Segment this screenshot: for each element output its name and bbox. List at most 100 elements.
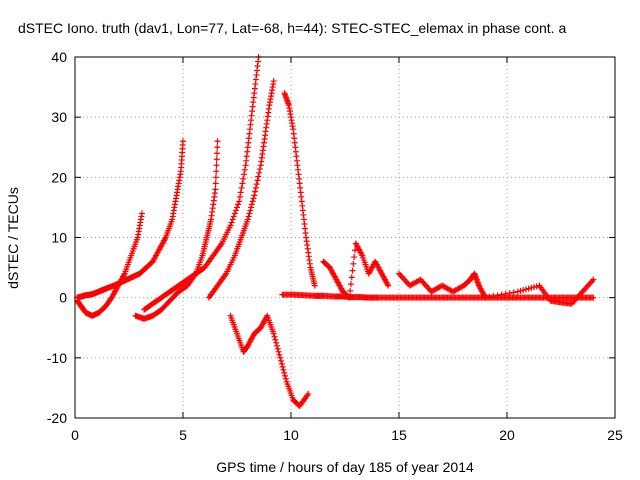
data-point [276,351,283,358]
data-point [256,169,263,176]
data-point [498,291,505,298]
series-8 [279,291,597,301]
data-point [510,289,517,296]
data-point [275,348,282,355]
data-point [282,375,289,382]
data-point [212,186,219,193]
data-point [238,184,245,191]
data-point [256,166,263,173]
data-point [250,195,257,202]
x-tick-label: 5 [179,427,187,443]
series-7 [281,90,318,289]
data-point [281,369,288,376]
data-point [214,138,221,145]
data-point [230,213,237,220]
data-point [236,198,243,205]
data-point [241,166,248,173]
series-5 [205,78,277,301]
data-point [282,372,289,379]
data-point [228,219,235,226]
data-point [212,174,219,181]
gridlines [75,57,615,418]
x-tick-label: 15 [391,427,407,443]
x-tick-label: 20 [499,427,515,443]
data-point [180,138,186,145]
data-point [247,207,254,214]
data-point [590,276,597,283]
data-point [241,171,248,178]
data-point [278,360,285,367]
data-point [351,254,358,261]
data-point [506,290,513,297]
x-tick-label: 10 [283,427,299,443]
data-point [311,282,318,289]
y-tick-label: 30 [51,109,67,125]
y-tick-label: 10 [51,230,67,246]
data-point [528,284,535,291]
data-point [347,281,354,288]
data-point [252,184,259,191]
data-point [305,390,312,397]
y-tick-label: 0 [59,290,67,306]
data-point [252,188,259,195]
data-point [246,210,253,217]
y-tick-label: 20 [51,169,67,185]
data-point [213,162,220,169]
y-tick-label: -10 [47,350,67,366]
data-point [349,267,356,274]
data-point [214,150,221,157]
data-point [346,294,353,301]
data-point [273,339,280,346]
data-point [214,144,221,151]
data-point [212,180,219,187]
data-point [280,366,287,373]
data-point [348,274,355,281]
data-point [272,336,279,343]
data-point [229,216,236,223]
data-point [486,293,493,300]
series-4 [141,54,262,313]
data-point [490,293,497,300]
data-point [351,247,358,254]
data-point [514,288,521,295]
data-point [255,173,262,180]
data-point [231,210,238,217]
data-point [232,207,239,214]
data-point [345,293,352,300]
data-point [517,287,524,294]
data-point [273,342,280,349]
series-3 [132,138,221,322]
data-point [254,177,261,184]
data-point [213,156,220,163]
y-tick-label: 40 [51,49,67,65]
data-point [270,330,277,337]
data-point [525,285,532,292]
series-10 [396,270,597,307]
data-point [227,222,234,229]
data-point [279,363,286,370]
data-point [520,287,527,294]
x-tick-label: 25 [607,427,623,443]
data-point [522,286,529,293]
data-point [482,294,489,301]
data-point [248,201,255,208]
y-tick-label: -20 [47,410,67,426]
data-point [416,277,423,284]
data-point [274,345,281,352]
data-point [240,175,247,182]
data-point [239,180,246,187]
axis-ticks: 0 5 10 15 20 25 -20 -10 0 10 20 30 40 [47,49,623,443]
data-point [138,210,145,217]
data-points [74,54,597,409]
data-point [494,292,501,299]
plot-frame [74,56,616,419]
data-point [248,204,255,211]
data-point [277,354,284,361]
data-point [244,216,251,223]
data-point [249,198,256,205]
data-point [347,287,354,294]
data-point [237,189,244,196]
data-point [245,213,252,220]
y-axis-label: dSTEC / TECUs [5,187,21,289]
